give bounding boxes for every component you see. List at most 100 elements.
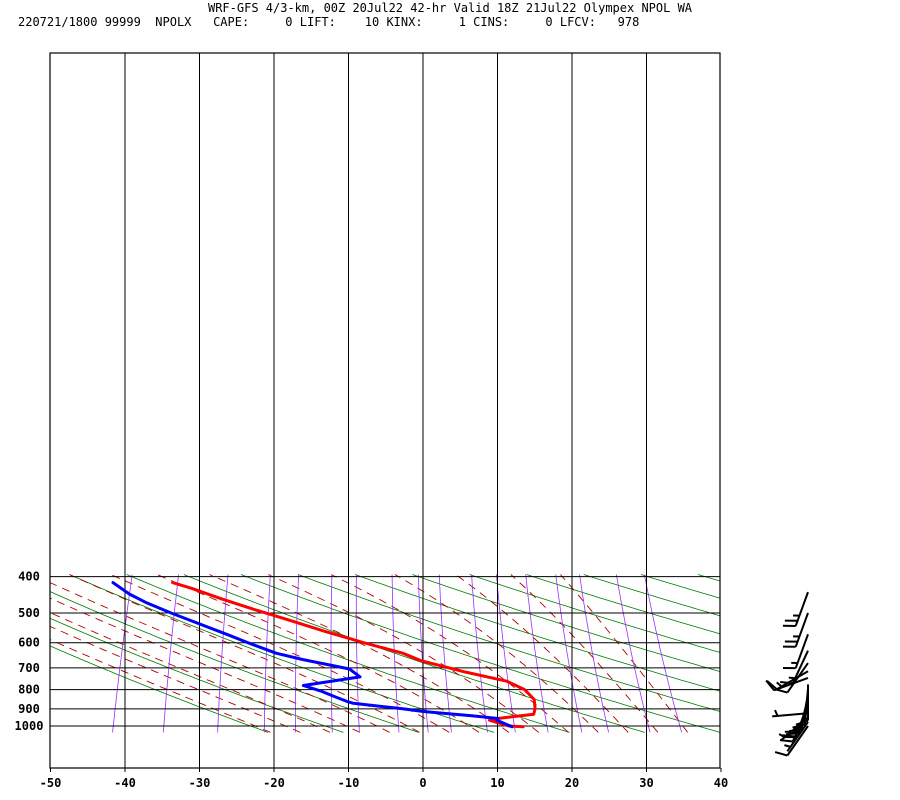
x-tick-label: 0 xyxy=(419,776,426,790)
moist-adiabat-line xyxy=(560,574,689,733)
x-tick-label: 30 xyxy=(639,776,653,790)
y-tick-label: 800 xyxy=(18,683,40,697)
mixing-ratio-line xyxy=(525,574,549,733)
wind-barb xyxy=(774,725,809,757)
dewpoint-profile-line xyxy=(111,581,514,729)
moist-adiabat-line xyxy=(50,597,361,733)
dry-adiabat-line xyxy=(526,574,720,635)
wind-barb xyxy=(772,709,809,718)
barb-feather xyxy=(776,681,783,688)
moist-adiabat-line xyxy=(50,582,390,733)
dry-adiabat-line xyxy=(298,574,720,712)
moist-adiabat-line xyxy=(50,612,331,733)
mixing-ratio-line xyxy=(294,574,299,733)
barb-staff xyxy=(794,612,809,648)
moist-adiabat-line xyxy=(394,574,599,733)
barb-feather xyxy=(784,744,791,748)
dry-adiabat-line xyxy=(126,574,570,733)
y-tick-label: 500 xyxy=(18,606,40,620)
moist-adiabat-line xyxy=(209,574,510,733)
x-tick-label: -40 xyxy=(114,776,136,790)
wind-barb xyxy=(782,591,809,627)
plot-border xyxy=(49,52,721,769)
dry-adiabat-line xyxy=(50,591,419,733)
x-tick-label: 40 xyxy=(714,776,728,790)
barb-staff xyxy=(794,633,809,669)
mixing-ratio-line xyxy=(355,574,360,733)
dry-adiabat-line xyxy=(50,645,269,733)
barb-staff xyxy=(786,725,809,757)
wind-barb xyxy=(784,721,809,752)
mixing-ratio-line xyxy=(555,574,583,733)
barb-feather xyxy=(785,732,799,736)
mixing-ratio-line xyxy=(496,574,516,733)
dry-adiabat-line xyxy=(755,575,900,733)
wind-barb xyxy=(766,670,809,691)
wind-barb xyxy=(795,684,809,726)
mixing-ratio-line xyxy=(391,574,400,733)
barb-feather xyxy=(774,709,779,717)
moist-adiabat-line xyxy=(330,574,569,733)
dry-adiabat-line xyxy=(355,574,720,692)
x-tick-label: -10 xyxy=(338,776,360,790)
mixing-ratio-line xyxy=(471,574,488,733)
barb-staff xyxy=(794,591,809,627)
mixing-ratio-line xyxy=(616,574,651,733)
dry-adiabat-line xyxy=(583,574,720,617)
chart-title: WRF-GFS 4/3-km, 00Z 20Jul22 42-hr Valid … xyxy=(207,1,693,15)
adiabat-lines xyxy=(50,574,900,733)
y-tick-label: 400 xyxy=(18,570,40,584)
stability-indices: 220721/1800 99999 NPOLX CAPE: 0 LIFT: 10… xyxy=(18,15,640,29)
barb-feather xyxy=(766,680,778,691)
wind-barb xyxy=(780,650,809,685)
dry-adiabat-line xyxy=(697,574,720,582)
moist-adiabat-line xyxy=(455,574,629,733)
barb-staff xyxy=(776,670,809,691)
y-tick-label: 700 xyxy=(18,661,40,675)
grid-lines xyxy=(50,53,720,768)
moist-adiabat-line xyxy=(69,574,420,733)
moist-adiabat-line xyxy=(510,574,659,733)
dry-adiabat-line xyxy=(183,574,645,733)
moist-adiabat-line xyxy=(268,574,539,733)
y-tick-label: 1000 xyxy=(15,719,44,733)
dry-adiabat-line xyxy=(240,574,720,733)
barb-feather xyxy=(789,728,802,733)
dry-adiabat-line xyxy=(469,574,720,653)
moist-adiabat-line xyxy=(110,574,450,733)
wind-barbs xyxy=(765,591,809,757)
wind-barb xyxy=(782,633,809,670)
y-tick-label: 900 xyxy=(18,702,40,716)
x-tick-label: -50 xyxy=(40,776,62,790)
y-tick-label: 600 xyxy=(18,636,40,650)
plot-frame xyxy=(49,52,721,769)
barb-feather xyxy=(788,676,796,680)
barb-staff xyxy=(786,662,809,694)
x-tick-label: 20 xyxy=(565,776,579,790)
mixing-ratio-line xyxy=(644,574,683,733)
barb-feather xyxy=(774,751,788,757)
wind-barb xyxy=(782,612,809,648)
barb-staff xyxy=(791,650,809,684)
barb-feather xyxy=(780,681,793,685)
mixing-ratio-line xyxy=(330,574,333,733)
dry-adiabat-line xyxy=(412,574,720,672)
barb-feather xyxy=(795,719,809,726)
dry-adiabat-line xyxy=(50,617,344,733)
axis-labels: -50 -40 -30 -20 -10 0 10 20 30 40 1000 900 800 700 600… xyxy=(15,570,729,790)
barb-staff xyxy=(786,721,809,752)
x-tick-label: 10 xyxy=(490,776,504,790)
sounding-profiles xyxy=(111,581,537,729)
barb-feather xyxy=(792,723,806,729)
moist-adiabat-line xyxy=(50,625,301,733)
dry-adiabat-line xyxy=(870,575,900,733)
dry-adiabat-line xyxy=(812,575,900,733)
x-tick-label: -20 xyxy=(263,776,285,790)
barb-feather xyxy=(774,688,788,694)
mixing-ratio-line xyxy=(579,574,609,733)
wind-barb xyxy=(774,662,809,694)
barb-staff xyxy=(772,712,809,718)
mixing-ratio-line xyxy=(112,574,133,733)
dry-adiabat-line xyxy=(69,574,495,733)
